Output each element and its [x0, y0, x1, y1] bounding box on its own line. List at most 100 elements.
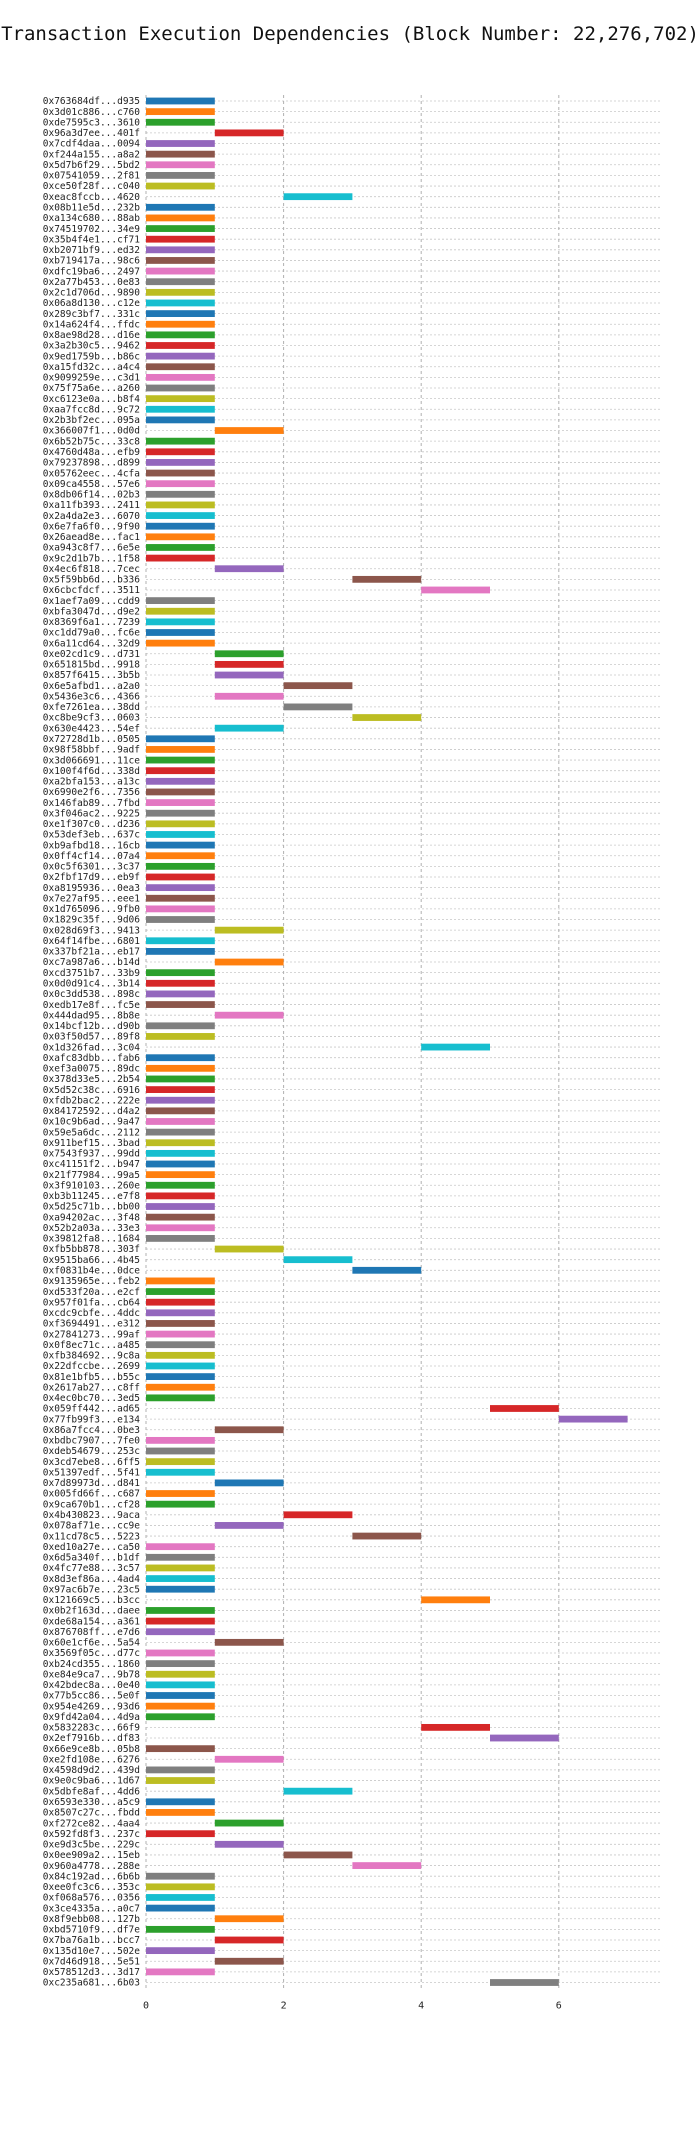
transaction-bar	[146, 108, 215, 116]
transaction-bar	[146, 1670, 215, 1678]
transaction-label: 0x2a77b453...0e83	[43, 277, 140, 288]
transaction-label: 0x5d52c38c...6916	[43, 1085, 141, 1096]
transaction-label: 0x444dad95...8b8e	[43, 1010, 141, 1021]
transaction-label: 0xce50f28f...c040	[43, 181, 141, 192]
transaction-label: 0xf068a576...0356	[43, 1893, 141, 1904]
transaction-bar	[146, 1362, 215, 1370]
transaction-label: 0x7e27af95...eee1	[43, 893, 141, 904]
transaction-label: 0x8507c27c...fbdd	[43, 1808, 140, 1819]
transaction-bar	[146, 235, 215, 243]
transaction-bar	[146, 767, 215, 775]
x-tick-label: 0	[143, 2001, 149, 2012]
transaction-bar	[146, 469, 215, 477]
transaction-bar	[214, 958, 284, 966]
transaction-label: 0x1829c35f...9d06	[43, 915, 141, 926]
transaction-bar	[352, 575, 422, 583]
transaction-label: 0x366007f1...0d0d	[43, 426, 140, 437]
transaction-bar	[146, 735, 215, 743]
transaction-label: 0x0b2f163d...daee	[43, 1606, 141, 1617]
transaction-label: 0x66e9ce8b...05b8	[43, 1744, 141, 1755]
transaction-label: 0xed10a27e...ca50	[43, 1542, 141, 1553]
transaction-bar	[146, 629, 215, 636]
transaction-bar	[146, 363, 215, 371]
transaction-label: 0x3ce4335a...a0c7	[43, 1903, 140, 1914]
transaction-label: 0xf3694491...e312	[43, 1319, 140, 1330]
transaction-bar	[146, 97, 215, 105]
transaction-bar	[146, 225, 215, 232]
transaction-label: 0x77fb99f3...e134	[43, 1414, 141, 1425]
transaction-label: 0xa15fd32c...a4c4	[43, 362, 141, 373]
transaction-bar	[214, 565, 284, 573]
transaction-bar	[214, 1522, 284, 1529]
transaction-label: 0xf244a155...a8a2	[43, 149, 140, 160]
transaction-bar	[146, 182, 215, 190]
transaction-label: 0x97ac6b7e...23c5	[43, 1584, 140, 1595]
transaction-bar	[214, 692, 284, 700]
transaction-bar	[146, 777, 215, 785]
transaction-bar	[146, 1394, 215, 1402]
transaction-label: 0x09ca4558...57e6	[43, 479, 141, 490]
transaction-bar	[146, 1617, 215, 1625]
transaction-label: 0x005fd66f...c687	[43, 1489, 140, 1500]
transaction-bar	[352, 1266, 422, 1274]
transaction-label: 0xb3b11245...e7f8	[43, 1191, 141, 1202]
transaction-label: 0xcdc9cbfe...4ddc	[43, 1308, 140, 1319]
transaction-label: 0x146fab89...7fbd	[43, 798, 140, 809]
transaction-label: 0x3569f05c...d77c	[43, 1648, 140, 1659]
transaction-label: 0xa134c680...88ab	[43, 213, 141, 224]
transaction-label: 0x135d10e7...502e	[43, 1946, 141, 1957]
transaction-label: 0x08b11e5d...232b	[43, 203, 141, 214]
transaction-label: 0xc8be9cf3...0603	[43, 713, 140, 724]
transaction-label: 0xfdb2bac2...222e	[43, 1095, 141, 1106]
transaction-bar	[146, 1235, 215, 1242]
transaction-label: 0x7543f937...99dd	[43, 1149, 140, 1160]
transaction-label: 0xa2bfa153...a13c	[43, 777, 140, 788]
transaction-label: 0x64f14fbe...6801	[43, 936, 141, 947]
transaction-label: 0x8369f6a1...7239	[43, 617, 141, 628]
transaction-bar	[146, 437, 215, 445]
transaction-label: 0x4ec0bc70...3ed5	[43, 1393, 140, 1404]
transaction-label: 0x06a8d130...c12e	[43, 298, 141, 309]
transaction-bar	[214, 660, 284, 668]
transaction-label: 0xc235a681...6b03	[43, 1978, 140, 1989]
transaction-label: 0x81e1bfb5...b55c	[43, 1372, 140, 1383]
transaction-bar	[146, 916, 215, 923]
transaction-label: 0x75f75a6e...a260	[43, 383, 141, 394]
transaction-bar	[146, 756, 215, 764]
transaction-bar	[146, 459, 215, 466]
transaction-label: 0x4760d48a...efb9	[43, 447, 141, 458]
transaction-label: 0x5dbfe8af...4dd6	[43, 1786, 141, 1797]
transaction-label: 0x059ff442...ad65	[43, 1404, 140, 1415]
transaction-label: 0x5d7b6f29...5bd2	[43, 160, 140, 171]
transaction-label: 0x857f6415...3b5b	[43, 670, 141, 681]
transaction-bar	[146, 214, 215, 222]
transaction-label: 0x578512d3...3d17	[43, 1967, 140, 1978]
transaction-bar	[146, 1351, 215, 1359]
transaction-bar	[146, 948, 215, 955]
transaction-label: 0x6d5a340f...b1df	[43, 1553, 140, 1564]
transaction-label: 0xfe7261ea...38dd	[43, 702, 140, 713]
transaction-label: 0xfb384692...9c8a	[43, 1351, 140, 1362]
transaction-bar	[146, 1064, 215, 1072]
transaction-label: 0x79237898...d899	[43, 458, 141, 469]
transaction-bar	[214, 1245, 284, 1253]
transaction-label: 0x592fd8f3...237c	[43, 1829, 140, 1840]
transaction-bar	[146, 416, 215, 424]
transaction-bar	[146, 862, 215, 870]
transaction-bar	[146, 1766, 215, 1774]
transaction-bar	[146, 1894, 215, 1901]
transaction-bar	[352, 714, 422, 721]
transaction-label: 0x9099259e...c3d1	[43, 373, 141, 384]
transaction-bar	[146, 384, 215, 392]
transaction-label: 0x2fbf17d9...eb9f	[43, 872, 140, 883]
transaction-bar	[146, 990, 215, 998]
transaction-label: 0xbdbc7907...7fe0	[43, 1436, 141, 1447]
transaction-label: 0xde7595c3...3610	[43, 117, 141, 128]
transaction-label: 0x21f77984...99a5	[43, 1170, 140, 1181]
transaction-bar	[146, 161, 215, 169]
transaction-bar	[146, 1054, 215, 1062]
transaction-bar	[146, 448, 215, 456]
transaction-bar	[214, 1638, 284, 1646]
transaction-bar	[214, 1915, 284, 1923]
